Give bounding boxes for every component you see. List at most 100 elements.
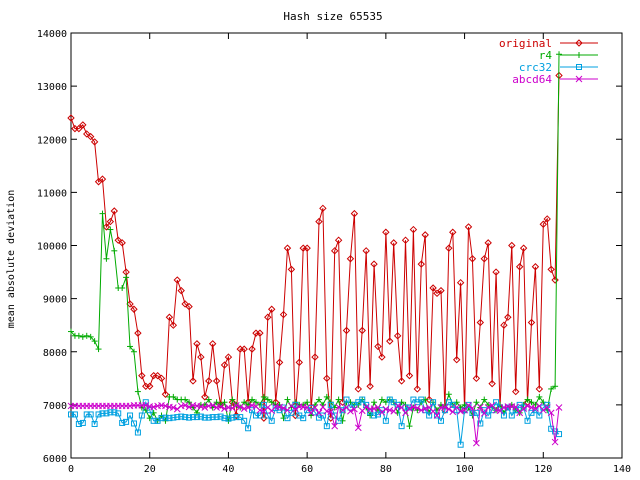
data-point-cross — [461, 406, 468, 414]
data-point-plus — [445, 391, 452, 398]
data-point-cross — [488, 402, 496, 409]
data-point-diamond — [86, 132, 95, 141]
data-point-square — [138, 412, 145, 419]
data-point-cross — [311, 404, 319, 411]
data-point-diamond — [173, 276, 181, 284]
cross-b — [142, 402, 150, 409]
x-tick-label: 60 — [301, 464, 313, 475]
cross-b — [307, 409, 315, 417]
cross-b — [229, 404, 236, 412]
data-point-plus — [473, 399, 480, 406]
data-point-cross — [469, 404, 476, 412]
data-point-square — [477, 420, 484, 427]
data-point-plus — [536, 393, 543, 400]
cross-b — [217, 403, 224, 410]
cross-b — [413, 404, 421, 412]
data-point-cross — [240, 405, 248, 412]
cross-b — [248, 402, 256, 409]
data-point-square — [209, 414, 216, 421]
data-point-plus — [103, 255, 110, 262]
data-point-diamond — [456, 278, 465, 287]
data-point-square — [166, 415, 173, 422]
cross-b — [244, 404, 252, 411]
cross-b — [465, 402, 472, 409]
data-point-cross — [374, 404, 382, 411]
data-point-square — [359, 396, 366, 403]
data-point-square — [68, 411, 74, 418]
y-tick-label: 7000 — [43, 401, 67, 412]
series-line — [70, 75, 560, 419]
cross-b — [512, 403, 520, 411]
data-point-square — [327, 401, 334, 408]
data-point-plus — [339, 417, 346, 424]
cross-b — [370, 405, 378, 412]
cross-b — [264, 404, 272, 411]
y-tick-label: 14000 — [37, 29, 67, 40]
data-point-diamond — [319, 204, 327, 213]
series-group — [67, 51, 563, 448]
data-point-cross — [539, 406, 547, 414]
data-point-cross — [382, 405, 390, 413]
data-point-diamond — [535, 385, 544, 393]
cross-b — [547, 409, 555, 417]
data-point-cross — [473, 439, 480, 447]
data-point-cross — [484, 404, 492, 411]
data-point-diamond — [279, 310, 288, 319]
data-point-plus — [280, 415, 287, 422]
data-point-cross — [386, 406, 394, 414]
data-point-plus — [556, 51, 563, 58]
data-point-diamond — [248, 345, 256, 353]
data-point-cross — [150, 403, 158, 411]
cross-b — [575, 75, 583, 83]
cross-b — [421, 405, 429, 412]
data-point-cross — [303, 404, 311, 411]
cross-b — [394, 402, 402, 410]
data-point-diamond — [437, 286, 445, 295]
cross-b — [378, 408, 386, 416]
y-axis-label: mean absolute deviation — [6, 190, 17, 328]
y-tick-label: 10000 — [37, 242, 67, 253]
data-point-diamond — [334, 236, 343, 244]
data-point-square — [99, 410, 106, 417]
data-point-cross — [217, 403, 224, 410]
data-point-cross — [229, 404, 236, 412]
y-tick-label: 6000 — [43, 454, 67, 465]
data-point-cross — [362, 403, 370, 411]
data-point-diamond — [417, 260, 425, 268]
data-point-cross — [327, 408, 335, 416]
cross-b — [555, 404, 563, 411]
data-point-square — [260, 401, 267, 408]
cross-b — [410, 403, 417, 411]
data-point-square — [252, 412, 259, 419]
y-tick-label: 9000 — [43, 295, 67, 306]
data-point-diamond — [390, 239, 398, 247]
data-point-cross — [288, 402, 295, 410]
axis-ticks: 0 20 40 60 80 100 120 140 6000 7000 8000 9000 10000 1… — [37, 29, 631, 475]
data-point-diamond — [205, 377, 213, 385]
data-point-diamond — [362, 247, 370, 255]
cross-b — [488, 402, 496, 409]
cross-b — [386, 406, 394, 414]
data-point-plus — [170, 393, 177, 400]
cross-b — [500, 404, 508, 411]
data-point-diamond — [350, 209, 359, 218]
cross-b — [433, 412, 441, 419]
data-point-diamond — [102, 223, 111, 231]
x-tick-label: 140 — [613, 464, 631, 475]
data-point-plus — [186, 399, 193, 406]
data-point-diamond — [464, 223, 473, 231]
x-tick-label: 40 — [222, 464, 234, 475]
data-point-diamond — [169, 321, 178, 329]
data-point-plus — [576, 52, 582, 58]
data-point-plus — [524, 396, 531, 403]
cross-b — [197, 403, 205, 410]
cross-b — [213, 404, 220, 411]
data-point-cross — [421, 405, 429, 412]
data-point-diamond — [484, 239, 492, 247]
cross-b — [162, 402, 169, 410]
data-point-square — [186, 414, 193, 421]
y-tick-label: 12000 — [37, 135, 67, 146]
cross-b — [347, 407, 354, 415]
data-point-diamond — [315, 217, 323, 226]
